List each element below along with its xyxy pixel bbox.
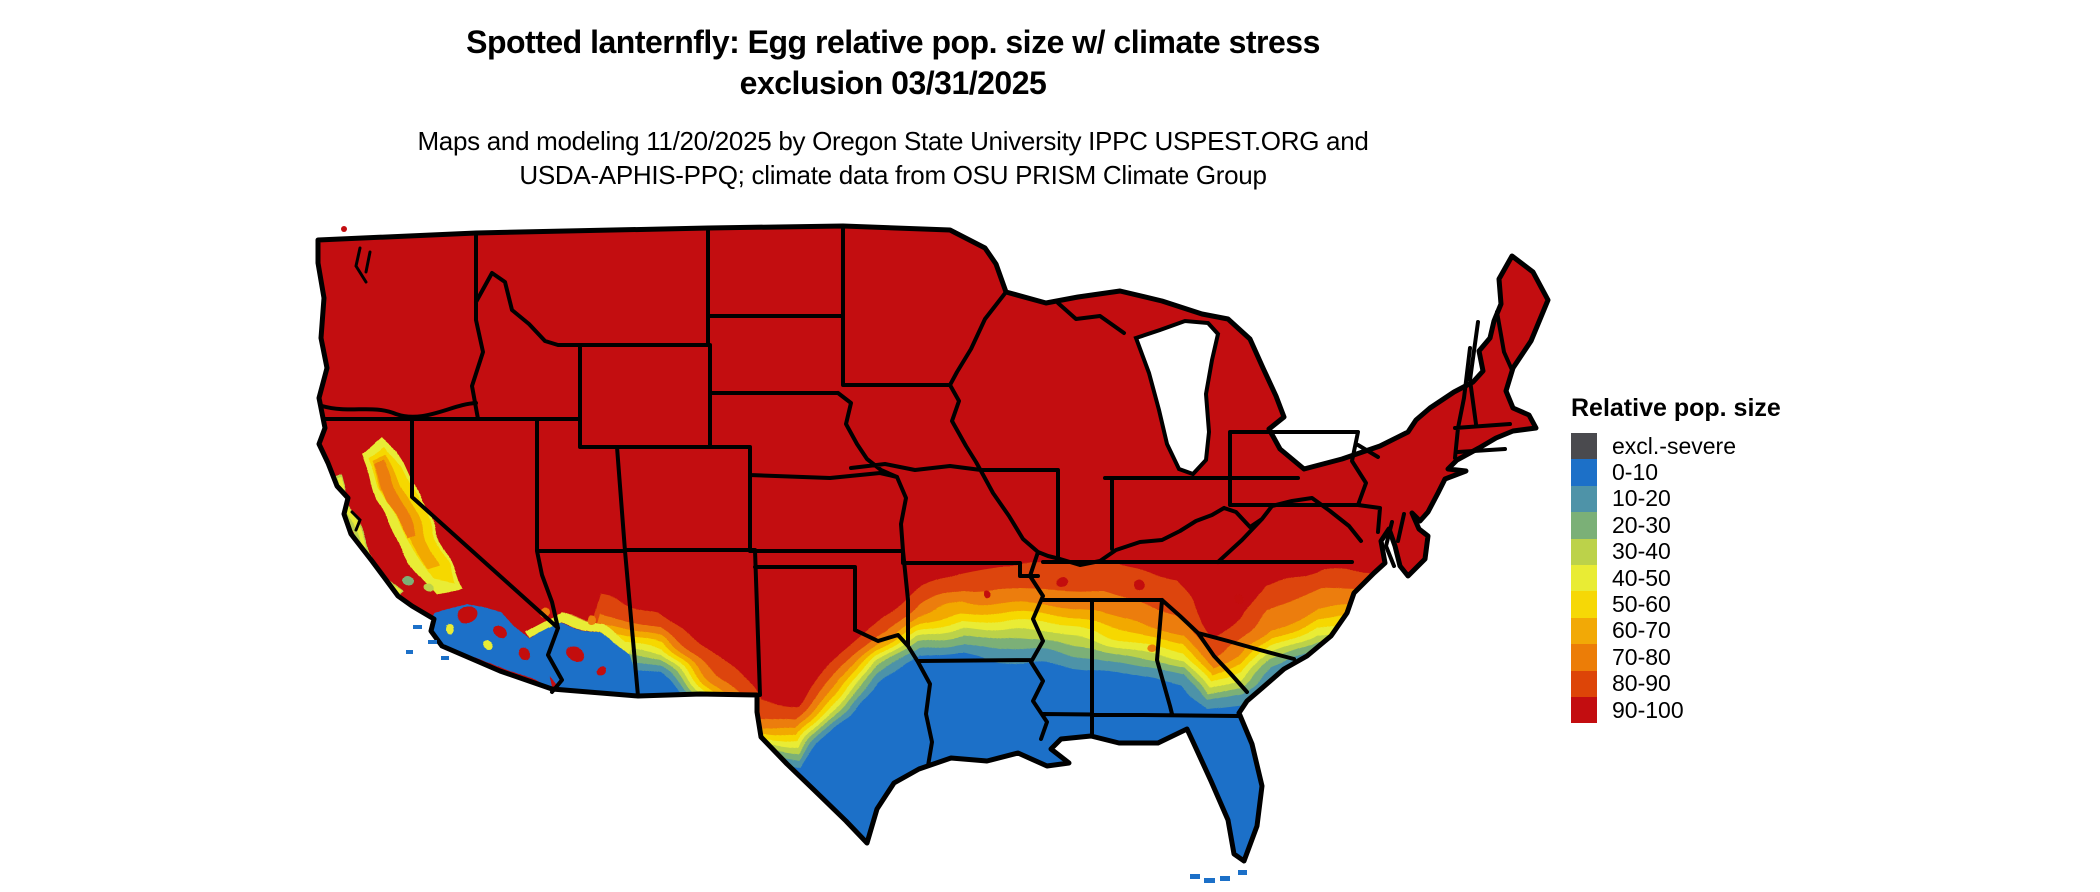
legend-item: 0-10 xyxy=(1571,459,1781,486)
legend-swatch-icon xyxy=(1571,564,1597,592)
legend-item-label: 20-30 xyxy=(1612,511,1671,538)
legend-item-label: 50-60 xyxy=(1612,591,1671,618)
legend-swatch-icon xyxy=(1571,485,1597,513)
map-subtitle-line2: USDA-APHIS-PPQ; climate data from OSU PR… xyxy=(519,160,1267,190)
legend-item: 30-40 xyxy=(1571,538,1781,565)
map-speckle xyxy=(981,588,989,596)
map-band-0-10 xyxy=(500,652,1548,861)
map-az-mountain xyxy=(595,663,605,673)
map-subtitle-line1: Maps and modeling 11/20/2025 by Oregon S… xyxy=(417,126,1369,156)
map-socal-mountain xyxy=(493,629,507,643)
map-ca-valley-green xyxy=(425,583,435,593)
legend-swatch-icon xyxy=(1571,459,1597,486)
legend-item: excl.-severe xyxy=(1571,432,1781,460)
legend-item-label: 40-50 xyxy=(1612,564,1671,591)
legend-item-label: 10-20 xyxy=(1612,485,1671,512)
florida-key xyxy=(1190,874,1200,879)
map-socal-mountain xyxy=(516,650,528,662)
florida-key xyxy=(1204,878,1215,883)
map-title-line2: exclusion 03/31/2025 xyxy=(739,65,1047,101)
map-island xyxy=(341,226,347,232)
legend-item: 90-100 xyxy=(1571,696,1781,724)
legend-swatch-icon xyxy=(1571,617,1597,645)
map-az-speckle xyxy=(588,614,596,622)
state-borders xyxy=(320,226,1514,768)
legend-item-label: 90-100 xyxy=(1612,696,1684,723)
legend-swatch-icon xyxy=(1571,644,1597,671)
florida-key xyxy=(1220,876,1230,881)
legend-title: Relative pop. size xyxy=(1571,394,1781,422)
map-az-mountain xyxy=(568,643,582,657)
legend-swatch-icon xyxy=(1571,433,1597,460)
legend-item: 50-60 xyxy=(1571,591,1781,618)
legend-item-label: 60-70 xyxy=(1612,617,1671,644)
map-speckle xyxy=(1148,644,1156,652)
san-francisco-bay xyxy=(350,510,362,532)
map-az-fringe xyxy=(526,613,635,656)
legend: Relative pop. size excl.-severe 0-10 10-20… xyxy=(1571,394,1781,724)
legend-swatch-icon xyxy=(1571,670,1597,697)
legend-swatch-icon xyxy=(1571,591,1597,618)
legend-swatch-icon xyxy=(1571,538,1597,565)
legend-items: excl.-severe 0-10 10-20 20-30 30-40 40-50 50-6… xyxy=(1571,432,1781,724)
legend-item-label: 0-10 xyxy=(1612,459,1659,486)
legend-item: 20-30 xyxy=(1571,511,1781,539)
map-socal-blue xyxy=(432,606,552,692)
legend-item: 70-80 xyxy=(1571,643,1781,671)
conus-outline xyxy=(315,223,1551,864)
map-speckle xyxy=(1057,577,1067,587)
legend-swatch-icon xyxy=(1571,696,1597,724)
legend-item-label: 80-90 xyxy=(1612,670,1671,697)
legend-item-label: 70-80 xyxy=(1612,643,1671,670)
map-speckle xyxy=(1235,595,1245,605)
map-socal-speckle xyxy=(451,626,459,634)
legend-item: 10-20 xyxy=(1571,485,1781,513)
puget-sound xyxy=(354,246,372,284)
map-socal-mountain xyxy=(461,609,479,627)
map-subtitle: Maps and modeling 11/20/2025 by Oregon S… xyxy=(417,124,1368,192)
legend-item: 60-70 xyxy=(1571,617,1781,645)
map-ca-valley-streak xyxy=(374,461,416,536)
legend-item: 80-90 xyxy=(1571,670,1781,697)
legend-swatch-icon xyxy=(1571,512,1597,539)
map-az-blue xyxy=(530,622,638,696)
legend-item: 40-50 xyxy=(1571,564,1781,592)
map-socal-speckle xyxy=(481,646,489,654)
legend-item-label: excl.-severe xyxy=(1612,432,1736,459)
map-title-line1: Spotted lanternfly: Egg relative pop. si… xyxy=(466,24,1320,60)
channel-island xyxy=(428,640,437,644)
map-title: Spotted lanternfly: Egg relative pop. si… xyxy=(466,22,1320,104)
map-speckle xyxy=(1134,580,1146,592)
florida-key xyxy=(1238,870,1247,875)
lake-michigan xyxy=(1133,318,1221,477)
channel-island xyxy=(413,625,422,629)
map-ca-valley-green xyxy=(404,576,416,588)
legend-item-label: 30-40 xyxy=(1612,538,1671,565)
channel-island xyxy=(441,656,449,660)
channel-island xyxy=(406,650,413,654)
